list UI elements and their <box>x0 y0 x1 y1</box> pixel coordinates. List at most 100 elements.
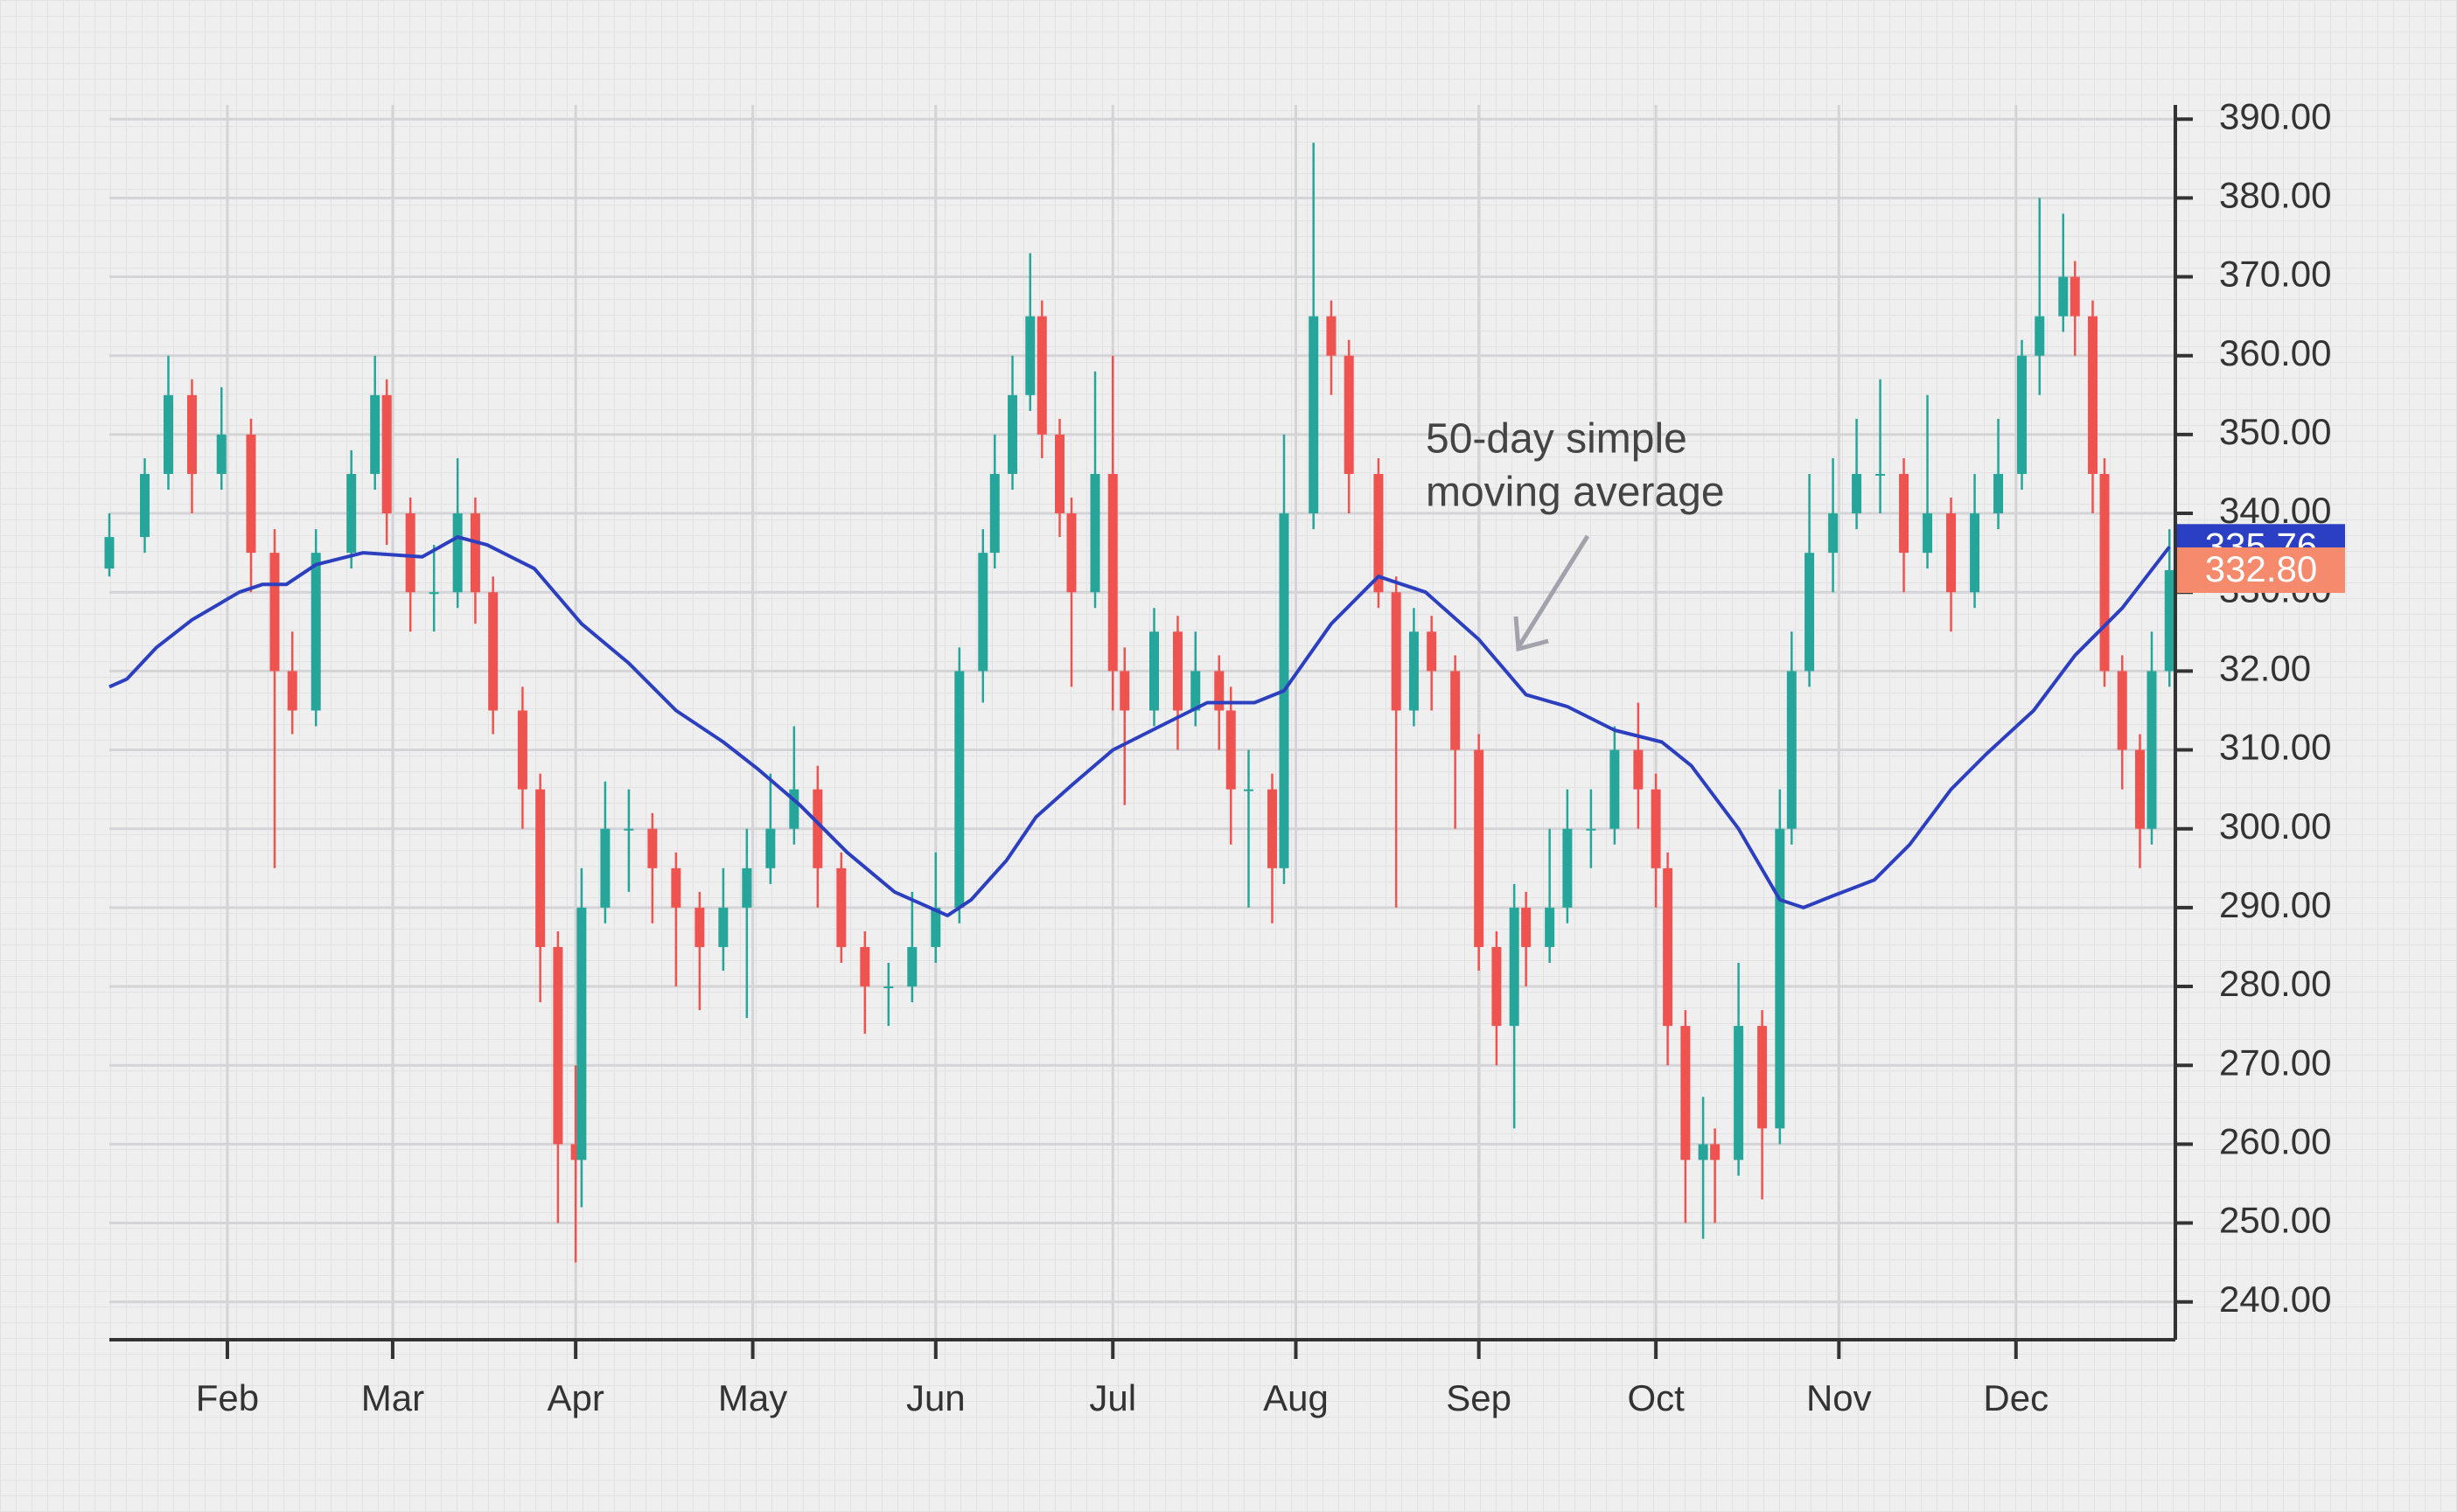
candle-body <box>1037 316 1047 435</box>
candle-body <box>1107 473 1118 672</box>
y-tick-label: 260.00 <box>2219 1120 2331 1161</box>
candle-body <box>1509 907 1519 1027</box>
candle-body <box>836 867 847 947</box>
candle-body <box>718 907 729 947</box>
candle-body <box>2058 276 2069 317</box>
x-tick-label: Oct <box>1627 1377 1685 1418</box>
candle-body <box>765 828 776 868</box>
candle-body <box>1225 710 1236 790</box>
candle-body <box>2135 749 2146 829</box>
candle-body <box>311 553 321 711</box>
candle-body <box>1172 631 1183 711</box>
x-tick-label: May <box>718 1377 787 1418</box>
candle-body <box>1757 1026 1768 1129</box>
candle-body <box>1521 907 1532 947</box>
candle-body <box>1786 671 1797 829</box>
candle-body <box>287 671 297 711</box>
x-tick-label: Dec <box>1983 1377 2049 1418</box>
y-tick-label: 360.00 <box>2219 332 2331 373</box>
candle-body <box>1243 789 1253 791</box>
price-badge-label: 332.80 <box>2205 548 2317 589</box>
candle-body <box>570 1144 581 1160</box>
candle-body <box>1427 631 1437 672</box>
candle-body <box>624 828 634 831</box>
candle-body <box>104 537 115 569</box>
candle-body <box>931 907 941 947</box>
candle-body <box>1993 473 2004 514</box>
x-tick-label: Feb <box>196 1377 259 1418</box>
y-tick-label: 380.00 <box>2219 174 2331 215</box>
candle-body <box>1710 1144 1721 1160</box>
candle-body <box>2146 671 2157 829</box>
annotation-arrow <box>1513 534 1590 652</box>
candle-body <box>2035 316 2045 356</box>
candle-body <box>1680 1026 1691 1160</box>
candle-body <box>1804 553 1815 672</box>
y-tick-label: 300.00 <box>2219 805 2331 847</box>
candle-body <box>907 946 918 987</box>
candle-body <box>488 592 499 711</box>
x-tick-label: Jun <box>906 1377 966 1418</box>
candle-body <box>1008 394 1018 474</box>
candle-body <box>1148 631 1159 711</box>
candle-body <box>1970 513 1980 593</box>
candle-body <box>1344 355 1354 474</box>
candle-body <box>1734 1026 1744 1160</box>
candle-body <box>1828 513 1839 554</box>
candle-body <box>2099 473 2110 672</box>
x-tick-label: Apr <box>547 1377 604 1418</box>
candle-body <box>1946 513 1957 593</box>
y-tick-label: 310.00 <box>2219 727 2331 768</box>
candle-body <box>1190 671 1201 711</box>
candle-body <box>381 394 392 514</box>
candle-body <box>1214 671 1225 711</box>
candle-body <box>978 553 988 672</box>
candle-body <box>216 434 227 474</box>
y-tick-label: 280.00 <box>2219 963 2331 1004</box>
marks <box>104 143 2174 1263</box>
annotation-line: moving average <box>1426 470 1725 516</box>
candle-body <box>429 592 439 595</box>
candle-body <box>517 710 527 790</box>
y-tick-label: 32.00 <box>2219 647 2311 688</box>
candle-body <box>470 513 480 593</box>
candle-body <box>1852 473 1862 514</box>
candle-body <box>269 553 280 672</box>
candle-body <box>2164 569 2174 672</box>
candle-body <box>405 513 415 593</box>
candle-body <box>1609 749 1620 829</box>
x-tick-label: Nov <box>1806 1377 1872 1418</box>
candle-body <box>1698 1144 1708 1160</box>
candle-body <box>186 394 197 474</box>
x-tick-label: Aug <box>1263 1377 1329 1418</box>
candle-body <box>695 907 705 947</box>
annotation-line: 50-day simple <box>1426 416 1687 463</box>
moving-average-line <box>108 535 2171 917</box>
candle-body <box>246 434 256 554</box>
arrow-shaft <box>1516 534 1590 649</box>
candle-body <box>452 513 463 593</box>
candle-body <box>1474 749 1484 947</box>
candle-body <box>1025 316 1036 395</box>
arrow-head <box>1513 616 1549 652</box>
candle-body <box>535 789 546 947</box>
candle-body <box>1545 907 1555 947</box>
candle-body <box>346 473 357 554</box>
candle-body <box>883 986 894 989</box>
axes: 240.00 250.00 260.00 270.00 280.00 290.00 300.… <box>109 95 2331 1418</box>
candle-body <box>1326 316 1337 356</box>
candle-body <box>1066 513 1077 593</box>
y-tick-label: 270.00 <box>2219 1042 2331 1083</box>
candle-body <box>813 789 823 868</box>
candle-body <box>139 473 150 538</box>
candle-body <box>1775 828 1785 1129</box>
candle-body <box>1391 592 1401 711</box>
candle-body <box>647 828 658 868</box>
candle-body <box>1923 513 1933 554</box>
candle-body <box>370 394 380 474</box>
candle-body <box>1373 473 1384 593</box>
candle-body <box>860 946 870 987</box>
